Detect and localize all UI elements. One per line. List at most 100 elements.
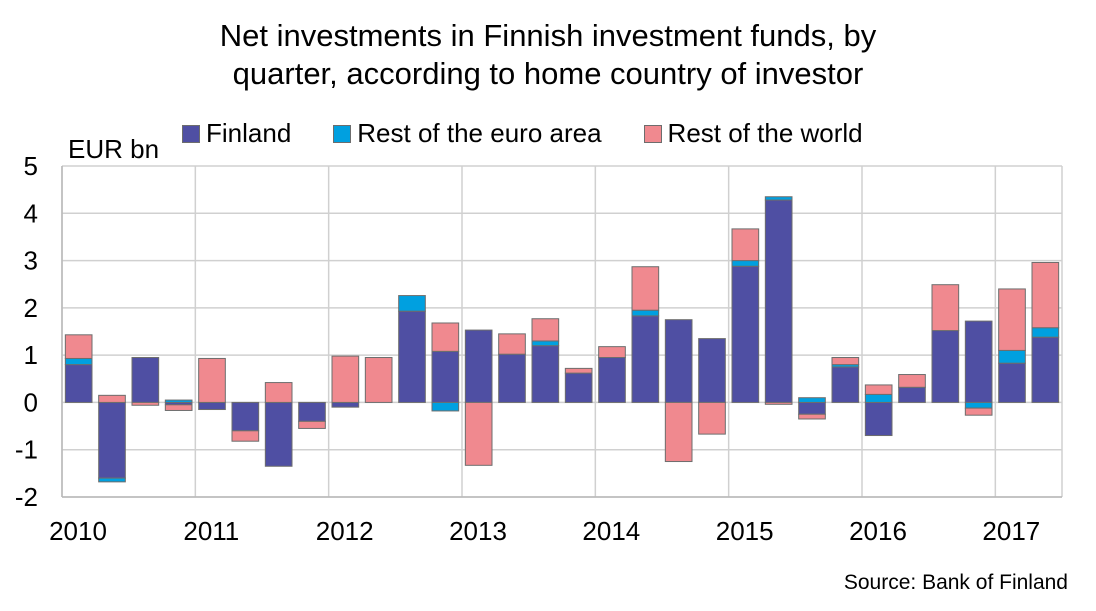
y-tick-label: -2 <box>15 482 38 512</box>
bar-finland <box>598 357 626 403</box>
bar-rest-of-world <box>264 382 293 403</box>
bar-rest-of-world <box>164 404 193 411</box>
legend-label-rest-of-euro-area: Rest of the euro area <box>357 118 602 148</box>
y-tick-label: 0 <box>24 387 38 417</box>
bar-finland <box>564 372 593 403</box>
y-tick-label: 4 <box>24 198 38 228</box>
bar-rest-of-euro-area <box>398 295 426 312</box>
x-tick-label: 2011 <box>183 516 239 546</box>
bar-finland <box>1031 336 1060 403</box>
bar-finland <box>264 401 293 467</box>
bar-rest-of-euro-area <box>998 349 1026 364</box>
x-tick-label: 2012 <box>316 516 374 546</box>
bar-rest-of-world <box>531 318 560 342</box>
bar-rest-of-euro-area <box>731 260 760 267</box>
bar-rest-of-world <box>931 284 960 332</box>
bar-rest-of-world <box>631 266 660 311</box>
bar-rest-of-world <box>464 401 493 466</box>
legend-swatch-rest-of-world <box>643 124 662 143</box>
bar-rest-of-euro-area <box>164 399 193 403</box>
bar-finland <box>498 353 526 403</box>
x-tick-label: 2014 <box>582 516 640 546</box>
bar-rest-of-world <box>331 355 360 403</box>
bar-finland <box>631 315 660 403</box>
legend-label-finland: Finland <box>206 118 292 148</box>
chart-title-line-1: Net investments in Finnish investment fu… <box>219 18 877 53</box>
bar-rest-of-world <box>564 367 593 374</box>
bar-rest-of-euro-area <box>64 357 93 366</box>
gridlines <box>61 165 1063 498</box>
source-note: Source: Bank of Finland <box>843 571 1068 594</box>
bar-rest-of-euro-area <box>864 393 893 403</box>
bar-rest-of-world <box>698 401 726 435</box>
bar-finland <box>98 401 126 479</box>
bar-rest-of-euro-area <box>1031 327 1060 338</box>
bar-rest-of-euro-area <box>764 196 793 201</box>
bar-rest-of-world <box>731 228 760 262</box>
bar-finland <box>898 386 926 403</box>
legend-item-rest-of-euro-area: Rest of the euro area <box>333 118 602 149</box>
y-axis-unit-label: EUR bn <box>68 134 160 164</box>
x-tick-label: 2010 <box>49 516 107 546</box>
bar-rest-of-euro-area <box>431 401 460 412</box>
y-tick-label: -1 <box>15 435 38 465</box>
bar-rest-of-euro-area <box>964 401 993 409</box>
axes: 5 4 3 2 1 0 -1 -2 2010 2011 2012 2013 2014 2015 2016 20… <box>15 151 1062 546</box>
bar-rest-of-world <box>998 288 1026 351</box>
bar-finland <box>998 362 1026 403</box>
bar-finland <box>798 401 826 415</box>
bar-finland <box>664 319 693 403</box>
legend-label-rest-of-world: Rest of the world <box>667 118 863 148</box>
bar-rest-of-world <box>898 374 926 388</box>
bar-finland <box>131 357 160 403</box>
y-tick-label: 3 <box>24 246 38 276</box>
bar-finland <box>531 345 560 403</box>
bar-finland <box>831 366 860 403</box>
bar-rest-of-world <box>298 420 326 429</box>
bar-rest-of-world <box>231 430 260 442</box>
bar-rest-of-euro-area <box>531 340 560 347</box>
bar-series <box>64 196 1060 483</box>
bar-rest-of-euro-area <box>631 309 660 317</box>
bar-finland <box>764 199 793 403</box>
bar-finland <box>298 401 326 422</box>
bar-finland <box>398 310 426 403</box>
legend-item-rest-of-world: Rest of the world <box>643 118 863 149</box>
bar-finland <box>431 350 460 403</box>
y-tick-label: 2 <box>24 293 38 323</box>
bar-rest-of-world <box>764 401 793 405</box>
bar-rest-of-world <box>98 394 126 403</box>
bar-rest-of-world <box>498 333 526 355</box>
bar-finland <box>731 265 760 403</box>
bar-finland <box>331 401 360 408</box>
x-tick-label: 2017 <box>982 516 1040 546</box>
chart-legend: Finland Rest of the euro area Rest of th… <box>182 118 905 149</box>
bar-rest-of-world <box>198 357 226 403</box>
bar-finland <box>198 401 226 411</box>
bar-finland <box>864 401 893 437</box>
x-tick-label: 2015 <box>716 516 774 546</box>
bar-finland <box>964 320 993 403</box>
bar-finland <box>931 330 960 403</box>
bar-rest-of-world <box>64 334 93 359</box>
legend-swatch-rest-of-euro-area <box>333 124 352 143</box>
bar-rest-of-world <box>364 357 393 403</box>
chart-title-line-2: quarter, according to home country of in… <box>232 56 864 91</box>
bar-rest-of-world <box>798 413 826 420</box>
x-tick-label: 2016 <box>849 516 907 546</box>
x-tick-label: 2013 <box>449 516 507 546</box>
bar-finland <box>698 338 726 403</box>
bar-finland <box>464 329 493 403</box>
bar-finland <box>64 364 93 403</box>
bar-rest-of-world <box>864 384 893 395</box>
bar-rest-of-world <box>598 346 626 359</box>
bar-rest-of-world <box>831 357 860 366</box>
bar-rest-of-world <box>431 322 460 352</box>
y-tick-label: 1 <box>24 340 38 370</box>
bar-rest-of-world <box>131 401 160 406</box>
bar-rest-of-euro-area <box>798 397 826 403</box>
bar-rest-of-world <box>1031 261 1060 329</box>
bar-rest-of-world <box>664 401 693 463</box>
legend-item-finland: Finland <box>182 118 291 149</box>
